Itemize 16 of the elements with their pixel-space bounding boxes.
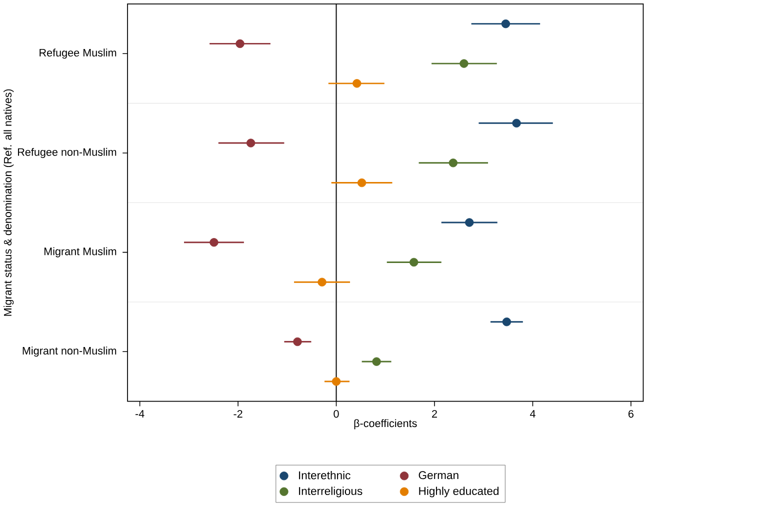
x-tick-label: 6 <box>628 410 634 418</box>
legend-label: Interreligious <box>299 486 362 498</box>
y-tick-label: Migrant non-Muslim <box>22 346 116 356</box>
x-tick-label: 0 <box>334 410 339 418</box>
y-axis-title: Migrant status & denomination (Ref. all natives) <box>4 89 14 316</box>
legend-label: German <box>418 470 458 479</box>
x-tick-label: -2 <box>234 410 242 418</box>
x-axis-title: β-coefficients <box>354 418 417 430</box>
legend-label: Highly educated <box>419 486 499 498</box>
legend-label: Interethnic <box>299 470 350 480</box>
x-tick-label: -4 <box>135 410 144 418</box>
y-tick-label: Refugee non-Muslim <box>18 148 116 158</box>
y-tick-label: Refugee Muslim <box>40 48 116 58</box>
x-tick-label: 4 <box>530 410 536 418</box>
x-tick-label: 2 <box>432 410 437 418</box>
y-tick-label: Migrant Muslim <box>44 247 116 258</box>
